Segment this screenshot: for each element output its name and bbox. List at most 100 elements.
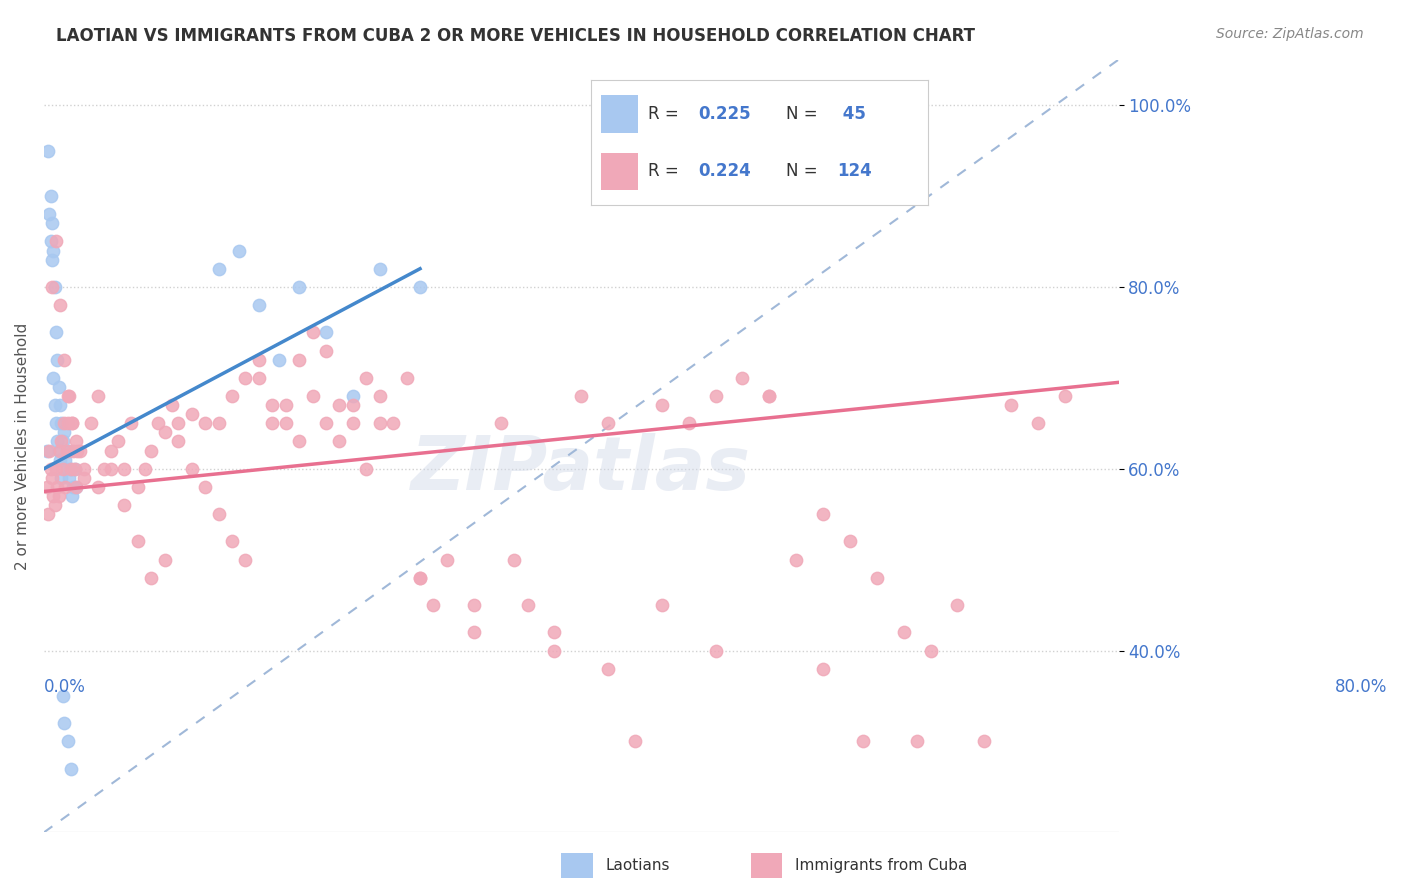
Point — [107, 434, 129, 449]
Point — [247, 371, 270, 385]
Point — [624, 734, 647, 748]
Point — [516, 598, 538, 612]
Point — [60, 417, 83, 431]
Point — [409, 280, 432, 294]
Text: 0.0%: 0.0% — [44, 678, 86, 696]
Point — [543, 625, 565, 640]
Point — [274, 398, 297, 412]
Point — [42, 489, 65, 503]
Point — [267, 352, 290, 367]
Point — [704, 643, 727, 657]
Point — [704, 389, 727, 403]
Point — [180, 407, 202, 421]
Point — [288, 352, 311, 367]
Point — [1000, 398, 1022, 412]
Point — [852, 734, 875, 748]
Point — [100, 443, 122, 458]
Point — [153, 552, 176, 566]
Point — [235, 371, 257, 385]
Point — [598, 662, 620, 676]
Bar — [751, 853, 783, 878]
Text: ZIPatlas: ZIPatlas — [411, 433, 751, 506]
Point — [65, 480, 87, 494]
Text: 80.0%: 80.0% — [1334, 678, 1388, 696]
Point — [866, 571, 889, 585]
Point — [221, 534, 243, 549]
Point — [55, 443, 77, 458]
Point — [48, 380, 70, 394]
Y-axis label: 2 or more Vehicles in Household: 2 or more Vehicles in Household — [15, 322, 30, 570]
Point — [342, 389, 364, 403]
Point — [315, 326, 337, 340]
Point — [315, 343, 337, 358]
Point — [167, 434, 190, 449]
Point — [811, 507, 834, 521]
Point — [436, 552, 458, 566]
Point — [1053, 389, 1076, 403]
Point — [45, 326, 67, 340]
Point — [207, 417, 229, 431]
Point — [53, 425, 76, 440]
Point — [44, 398, 66, 412]
Point — [785, 552, 807, 566]
Point — [58, 389, 80, 403]
Point — [228, 244, 250, 258]
Point — [51, 417, 73, 431]
Point — [46, 480, 69, 494]
Point — [651, 598, 673, 612]
Point — [194, 480, 217, 494]
Point — [41, 252, 63, 267]
Point — [301, 389, 323, 403]
Point — [60, 489, 83, 503]
Point — [395, 371, 418, 385]
Point — [55, 461, 77, 475]
Point — [45, 417, 67, 431]
Point — [63, 461, 86, 475]
Point — [37, 507, 59, 521]
Point — [973, 734, 995, 748]
Point — [62, 480, 84, 494]
Point — [38, 443, 60, 458]
Point — [53, 716, 76, 731]
Point — [356, 371, 378, 385]
Point — [53, 417, 76, 431]
Point — [41, 216, 63, 230]
Point — [46, 434, 69, 449]
Point — [127, 534, 149, 549]
Point — [758, 389, 780, 403]
Point — [56, 443, 79, 458]
Point — [42, 371, 65, 385]
Point — [45, 461, 67, 475]
Point — [66, 443, 89, 458]
Point — [288, 434, 311, 449]
Point — [368, 261, 391, 276]
Point — [409, 571, 432, 585]
Point — [946, 598, 969, 612]
Point — [120, 417, 142, 431]
Point — [920, 643, 942, 657]
Point — [58, 471, 80, 485]
Point — [422, 598, 444, 612]
Text: Source: ZipAtlas.com: Source: ZipAtlas.com — [1216, 27, 1364, 41]
Point — [598, 417, 620, 431]
Point — [55, 480, 77, 494]
Point — [55, 452, 77, 467]
Point — [288, 280, 311, 294]
Point — [160, 398, 183, 412]
Point — [180, 461, 202, 475]
Point — [86, 389, 108, 403]
Point — [274, 417, 297, 431]
Point — [53, 352, 76, 367]
Point — [328, 434, 350, 449]
Point — [44, 498, 66, 512]
Point — [73, 471, 96, 485]
Point — [45, 235, 67, 249]
Point — [52, 434, 75, 449]
Point — [114, 498, 136, 512]
Point — [651, 398, 673, 412]
Point — [247, 352, 270, 367]
Point — [38, 207, 60, 221]
Text: LAOTIAN VS IMMIGRANTS FROM CUBA 2 OR MORE VEHICLES IN HOUSEHOLD CORRELATION CHAR: LAOTIAN VS IMMIGRANTS FROM CUBA 2 OR MOR… — [56, 27, 976, 45]
Bar — [600, 95, 638, 133]
Bar — [561, 853, 593, 878]
